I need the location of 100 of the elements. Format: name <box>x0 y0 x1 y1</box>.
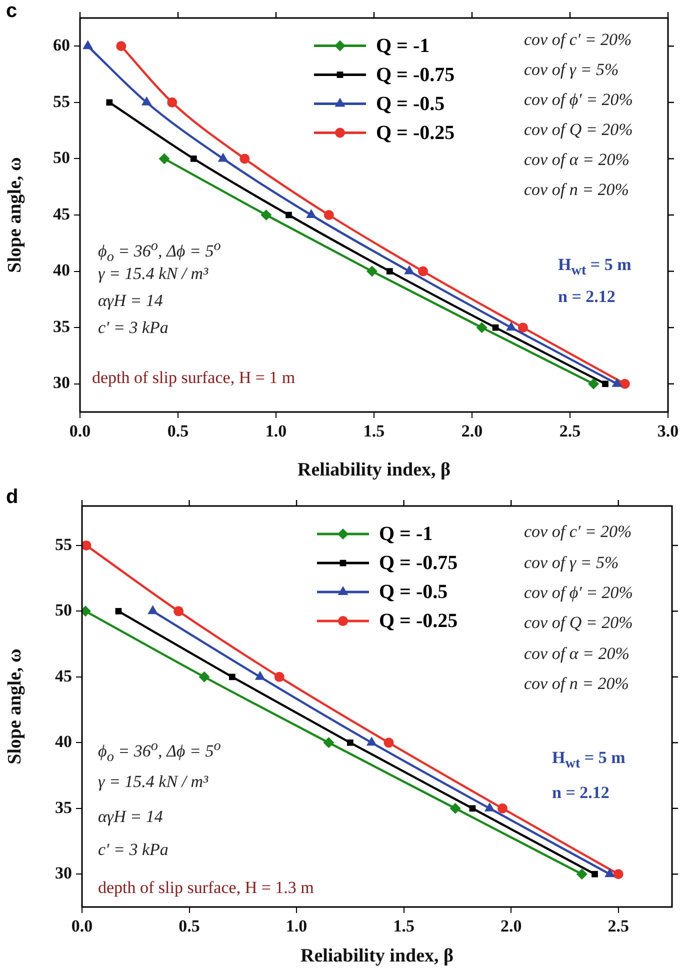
point <box>141 96 152 106</box>
legend-label: Q = -0.75 <box>379 552 458 574</box>
point <box>115 608 122 614</box>
point <box>274 672 284 682</box>
x-tick-label: 0.0 <box>69 422 91 441</box>
annotation: c′ = 3 kPa <box>98 840 168 860</box>
point <box>82 40 94 50</box>
point <box>158 153 170 164</box>
annotation: cov of c′ = 20% <box>524 30 632 50</box>
annotation: γ = 15.4 kN / m³ <box>98 772 208 792</box>
y-tick-label: 45 <box>53 204 70 224</box>
point <box>492 324 499 331</box>
y-axis-title: Slope angle, ω <box>4 648 26 764</box>
point <box>174 606 184 616</box>
y-tick-label: 60 <box>53 36 70 55</box>
y-tick-label: 45 <box>55 666 72 686</box>
point <box>366 266 378 277</box>
point <box>604 868 615 878</box>
chart-title: c <box>6 0 18 23</box>
x-tick-label: 0.0 <box>71 916 93 936</box>
y-tick-label: 30 <box>53 373 70 392</box>
x-axis-title: Reliability index, β <box>297 460 451 481</box>
point <box>306 209 316 218</box>
y-tick-label: 40 <box>55 732 72 752</box>
point <box>167 97 178 108</box>
y-tick-label: 30 <box>55 864 72 883</box>
annotation: cov of n = 20% <box>524 674 629 694</box>
point <box>148 605 158 614</box>
annotation: depth of slip surface, H = 1 m <box>92 368 296 388</box>
point <box>347 739 354 746</box>
point <box>576 868 588 880</box>
point <box>366 736 377 746</box>
point <box>324 210 334 220</box>
annotation: H$_{wt}$ = 5 m <box>558 255 632 280</box>
point <box>418 266 428 276</box>
point <box>229 674 236 680</box>
annotation: cov of γ = 5% <box>524 553 619 573</box>
annotation: cov of c′ = 20% <box>524 522 632 542</box>
legend-label: Q = -0.25 <box>379 610 458 632</box>
annotation: cov of ϕ′ = 20% <box>524 583 633 603</box>
point <box>82 540 92 550</box>
y-tick-label: 40 <box>53 260 70 280</box>
annotation: H$_{wt}$ = 5 m <box>552 748 626 774</box>
annotation: γ = 15.4 kN / m³ <box>98 264 208 284</box>
x-tick-label: 3.0 <box>657 422 679 441</box>
y-axis-title: Slope angle, ω <box>4 157 26 273</box>
point <box>620 378 630 389</box>
legend-label: Q = -1 <box>376 34 430 57</box>
legend-label: Q = -1 <box>379 523 433 546</box>
point <box>476 322 488 334</box>
chart-title: d <box>6 486 18 509</box>
x-tick-label: 0.5 <box>167 422 189 441</box>
point <box>116 41 126 52</box>
legend-label: Q = -0.75 <box>376 64 455 86</box>
point <box>404 265 414 274</box>
y-tick-label: 55 <box>53 92 70 111</box>
legend-label: Q = -0.5 <box>376 92 445 115</box>
point <box>260 210 272 220</box>
y-tick-label: 50 <box>55 600 72 620</box>
annotation: cov of γ = 5% <box>524 60 619 80</box>
point <box>190 156 197 162</box>
annotation: cov of Q = 20% <box>524 613 633 633</box>
y-tick-label: 35 <box>53 316 70 336</box>
annotation: n = 2.12 <box>552 783 610 803</box>
point <box>198 671 210 682</box>
point <box>602 380 608 388</box>
x-tick-label: 2.5 <box>608 916 629 936</box>
x-tick-label: 0.5 <box>178 916 200 936</box>
point <box>469 805 476 812</box>
x-tick-label: 2.0 <box>500 916 522 936</box>
annotation: n = 2.12 <box>558 287 616 307</box>
annotation: cov of ϕ′ = 20% <box>524 90 633 110</box>
point <box>450 802 461 814</box>
point <box>240 154 250 164</box>
point <box>498 803 508 814</box>
x-tick-label: 1.0 <box>286 916 308 936</box>
point <box>518 322 528 333</box>
x-tick-label: 1.0 <box>265 422 287 441</box>
point <box>254 670 266 680</box>
x-axis-title: Reliability index, β <box>300 946 454 967</box>
point <box>323 737 334 748</box>
annotation: ϕ$_{o}$ = 36$^{o}$, Δϕ = 5$^{o}$ <box>98 238 221 266</box>
point <box>506 322 516 331</box>
point <box>218 152 228 162</box>
point <box>386 268 393 274</box>
point <box>592 870 598 878</box>
point <box>588 378 600 390</box>
legend-label: Q = -0.25 <box>376 122 455 144</box>
annotation: ϕ$_{o}$ = 36$^{o}$, Δϕ = 5$^{o}$ <box>98 737 221 768</box>
point <box>613 869 624 880</box>
x-tick-label: 2.5 <box>559 422 581 441</box>
annotation: cov of Q = 20% <box>524 120 633 140</box>
annotation: c′ = 3 kPa <box>98 318 168 338</box>
point <box>384 738 394 748</box>
x-tick-label: 2.0 <box>461 422 483 441</box>
y-tick-label: 55 <box>55 534 72 554</box>
annotation: cov of α = 20% <box>524 644 630 664</box>
x-tick-label: 1.5 <box>363 422 385 441</box>
annotation: depth of slip surface, H = 1.3 m <box>98 878 314 898</box>
annotation: αγH = 14 <box>98 807 163 827</box>
